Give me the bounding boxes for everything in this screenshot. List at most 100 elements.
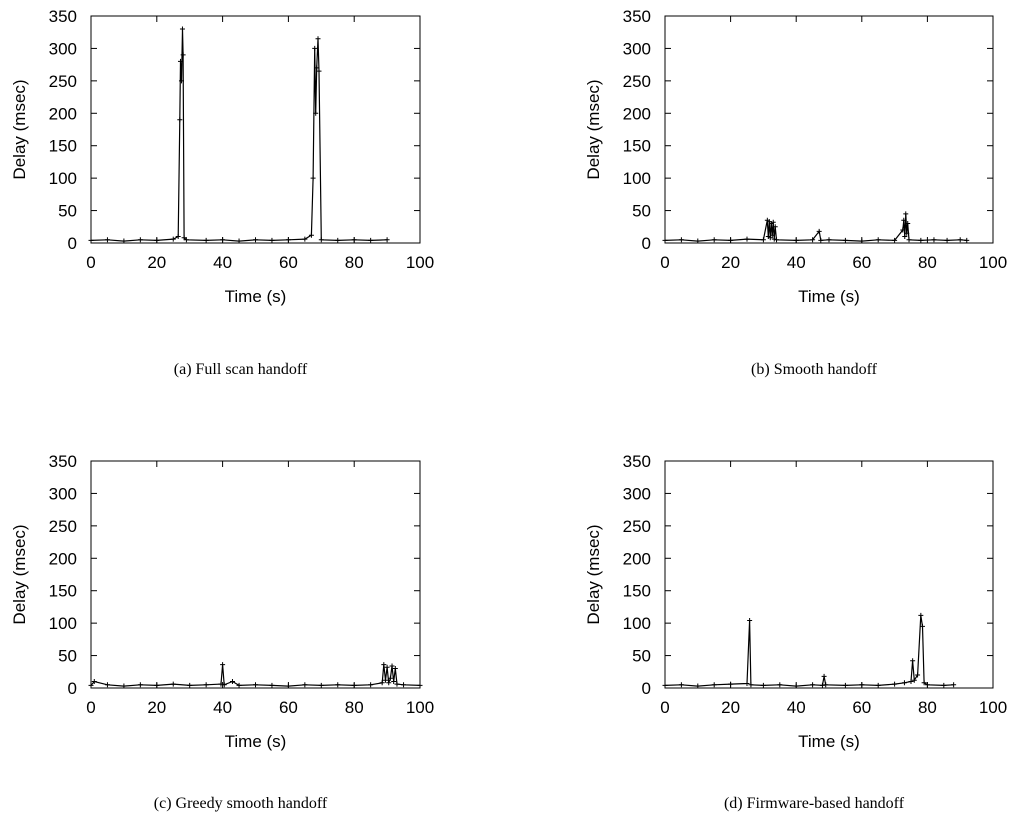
- data-point: [269, 682, 275, 688]
- y-tick-label: 0: [68, 234, 77, 253]
- data-point: [747, 618, 753, 624]
- data-point: [859, 682, 865, 688]
- x-tick-label: 100: [406, 698, 434, 717]
- x-tick-label: 0: [660, 698, 669, 717]
- data-point: [313, 110, 319, 116]
- data-point: [910, 658, 916, 664]
- data-point: [236, 238, 242, 244]
- x-tick-label: 60: [852, 253, 871, 272]
- data-point: [903, 211, 909, 217]
- series-line-0: [90, 28, 388, 242]
- data-point: [951, 682, 957, 688]
- y-tick-label: 350: [623, 7, 651, 26]
- data-point: [892, 681, 898, 687]
- data-point: [823, 682, 829, 688]
- x-tick-label: 60: [852, 698, 871, 717]
- y-tick-label: 200: [623, 549, 651, 568]
- series-line-0: [664, 615, 954, 687]
- y-tick-label: 100: [623, 614, 651, 633]
- data-point: [944, 237, 950, 243]
- x-tick-label: 60: [279, 698, 298, 717]
- data-point: [662, 682, 668, 688]
- x-tick-label: 0: [86, 698, 95, 717]
- y-tick-label: 300: [49, 484, 77, 503]
- x-axis-label: Time (s): [225, 287, 287, 306]
- data-point: [315, 36, 321, 42]
- data-point: [919, 623, 925, 629]
- x-tick-label: 20: [721, 253, 740, 272]
- data-point: [769, 232, 775, 238]
- chart-panel-0: 0 50 100 150 200 250 300 350 0 20 40 60 80 100 Time (s…: [10, 7, 434, 378]
- y-tick-label: 200: [623, 104, 651, 123]
- figure-caption: (b) Smooth handoff: [751, 361, 878, 378]
- y-tick-label: 150: [49, 582, 77, 601]
- data-point: [285, 237, 291, 243]
- x-tick-label: 0: [86, 253, 95, 272]
- data-point: [711, 237, 717, 243]
- data-point: [744, 680, 750, 686]
- data-point: [904, 230, 910, 236]
- data-point: [314, 65, 320, 71]
- data-point: [915, 672, 921, 678]
- data-point: [772, 224, 778, 230]
- y-tick-label: 100: [623, 169, 651, 188]
- x-axis-label: Time (s): [798, 732, 860, 751]
- data-point: [310, 175, 316, 181]
- data-point: [179, 26, 185, 32]
- data-point: [154, 682, 160, 688]
- y-tick-label: 250: [49, 517, 77, 536]
- x-tick-label: 20: [721, 698, 740, 717]
- data-point: [695, 683, 701, 689]
- x-tick-label: 80: [345, 698, 364, 717]
- y-axis-label: Delay (msec): [584, 524, 603, 624]
- data-point: [901, 680, 907, 686]
- data-point: [728, 681, 734, 687]
- data-point: [382, 677, 388, 683]
- data-point: [154, 237, 160, 243]
- data-point: [728, 237, 734, 243]
- data-point: [178, 78, 184, 84]
- data-point: [302, 682, 308, 688]
- data-point: [678, 237, 684, 243]
- y-tick-label: 50: [632, 647, 651, 666]
- y-tick-label: 250: [623, 72, 651, 91]
- data-point: [810, 237, 816, 243]
- plot-frame: [664, 15, 994, 244]
- data-point: [203, 682, 209, 688]
- y-tick-label: 50: [58, 202, 77, 221]
- x-tick-label: 20: [147, 698, 166, 717]
- data-point: [104, 682, 110, 688]
- x-tick-label: 40: [213, 698, 232, 717]
- data-point: [391, 679, 397, 685]
- y-axis-label: Delay (msec): [10, 524, 29, 624]
- data-point: [941, 682, 947, 688]
- x-tick-label: 20: [147, 253, 166, 272]
- data-point: [384, 664, 390, 670]
- data-point: [695, 238, 701, 244]
- data-point: [121, 683, 127, 689]
- data-point: [774, 237, 780, 243]
- data-point: [368, 237, 374, 243]
- x-tick-label: 40: [787, 698, 806, 717]
- data-point: [826, 237, 832, 243]
- data-point: [386, 680, 392, 686]
- y-tick-label: 200: [49, 549, 77, 568]
- y-tick-label: 300: [49, 39, 77, 58]
- data-point: [793, 683, 799, 689]
- x-tick-label: 40: [213, 253, 232, 272]
- y-tick-label: 150: [623, 582, 651, 601]
- data-point: [905, 221, 911, 227]
- x-tick-label: 80: [918, 253, 937, 272]
- data-point: [760, 237, 766, 243]
- data-point: [183, 237, 189, 243]
- data-point: [381, 662, 387, 668]
- data-point: [678, 682, 684, 688]
- data-point: [924, 682, 930, 688]
- x-tick-label: 100: [406, 253, 434, 272]
- y-tick-label: 150: [623, 137, 651, 156]
- data-point: [312, 45, 318, 51]
- x-tick-label: 80: [345, 253, 364, 272]
- data-point: [901, 217, 907, 223]
- data-point: [187, 682, 193, 688]
- x-tick-label: 60: [279, 253, 298, 272]
